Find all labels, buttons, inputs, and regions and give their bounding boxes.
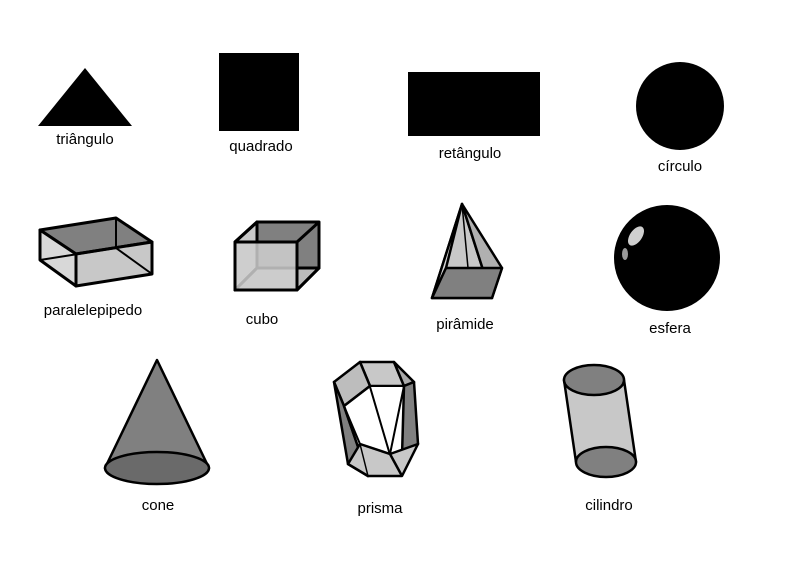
circle-label: círculo xyxy=(657,158,703,175)
cone-shape xyxy=(103,358,211,486)
cylinder-label: cilindro xyxy=(585,497,633,514)
sphere-shape xyxy=(614,205,720,311)
cube-shape xyxy=(233,220,321,292)
parallelepiped-shape xyxy=(38,216,154,288)
cube-label: cubo xyxy=(245,311,279,328)
square-label: quadrado xyxy=(229,138,293,155)
triangle-shape xyxy=(38,68,132,126)
triangle-label: triângulo xyxy=(56,131,114,148)
circle-shape xyxy=(636,62,724,150)
rectangle-shape xyxy=(408,72,540,136)
pyramid-label: pirâmide xyxy=(436,316,494,333)
prism-label: prisma xyxy=(357,500,403,517)
parallelepiped-label: paralelepipedo xyxy=(43,302,143,319)
prism-shape xyxy=(332,360,420,478)
pyramid-shape xyxy=(430,202,504,300)
cone-label: cone xyxy=(141,497,175,514)
rectangle-label: retângulo xyxy=(438,145,502,162)
sphere-label: esfera xyxy=(649,320,691,337)
cylinder-shape xyxy=(562,363,638,479)
square-shape xyxy=(219,53,299,131)
